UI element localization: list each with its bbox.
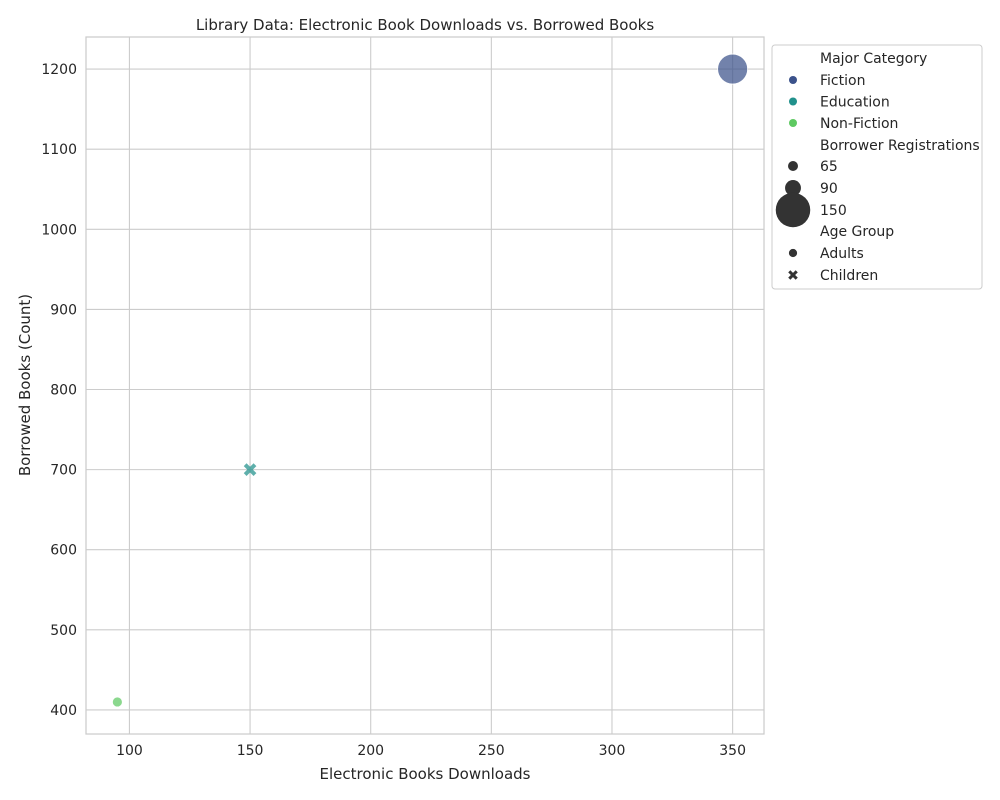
y-tick-label: 1100 [41, 142, 77, 158]
y-tick-label: 1200 [41, 62, 77, 78]
y-tick-label: 1000 [41, 222, 77, 238]
legend-size-swatch [775, 192, 811, 228]
data-point-fiction [717, 53, 749, 85]
x-tick-label: 250 [478, 743, 505, 759]
legend-category-label: Fiction [820, 73, 865, 89]
x-tick-label: 300 [599, 743, 626, 759]
data-point-education [243, 463, 257, 476]
legend-size-label: 90 [820, 181, 838, 197]
legend-title-age-group: Age Group [820, 224, 894, 240]
data-points [111, 53, 749, 708]
x-tick-label: 200 [357, 743, 384, 759]
legend-category-swatch [789, 76, 797, 84]
y-tick-label: 700 [50, 463, 77, 479]
legend-category-swatch [789, 119, 797, 127]
legend: Major Category Fiction Education Non-Ficti… [771, 44, 983, 290]
legend-title-category: Major Category [820, 51, 927, 67]
x-tick-label: 150 [237, 743, 264, 759]
legend-size-label: 65 [820, 159, 838, 175]
plot-frame [85, 36, 765, 735]
y-tick-label: 500 [50, 623, 77, 639]
x-tick-label: 100 [116, 743, 143, 759]
legend-category-label: Education [820, 95, 890, 111]
legend-style-label: Children [820, 268, 878, 284]
grid-layer [86, 37, 764, 734]
legend-frame [771, 44, 983, 290]
legend-size-entries: 65 90 150 [775, 159, 847, 228]
legend-size-swatch [785, 180, 801, 196]
legend-style-swatch [788, 270, 798, 280]
y-tick-label: 400 [50, 703, 77, 719]
legend-category-swatch [789, 97, 797, 106]
y-tick-label: 600 [50, 543, 77, 559]
legend-size-label: 150 [820, 203, 847, 219]
legend-category-entries: Fiction Education Non-Fiction [789, 73, 898, 132]
legend-style-entries: Adults Children [788, 246, 878, 284]
legend-style-label: Adults [820, 246, 864, 262]
chart-title: Library Data: Electronic Book Downloads … [196, 16, 655, 34]
legend-style-swatch [788, 248, 798, 258]
x-tick-label: 350 [719, 743, 746, 759]
y-tick-label: 800 [50, 383, 77, 399]
tick-labels: 100 150 200 250 300 350 400 500 600 700 800 900 1000… [41, 62, 746, 759]
y-axis-label: Borrowed Books (Count) [16, 294, 34, 476]
x-axis-label: Electronic Books Downloads [320, 765, 531, 783]
legend-title-registrations: Borrower Registrations [820, 138, 980, 154]
legend-category-label: Non-Fiction [820, 116, 898, 132]
data-point-non-fiction [111, 696, 123, 708]
legend-size-swatch [788, 161, 798, 171]
y-tick-label: 900 [50, 302, 77, 318]
